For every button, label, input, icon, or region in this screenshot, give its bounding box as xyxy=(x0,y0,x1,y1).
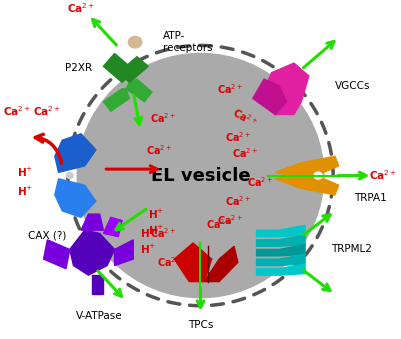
Text: H$^{+}$: H$^{+}$ xyxy=(148,224,164,237)
Polygon shape xyxy=(253,79,286,115)
Text: TRPML2: TRPML2 xyxy=(331,244,372,255)
Text: Ca$^{2+}$: Ca$^{2+}$ xyxy=(146,143,172,157)
Polygon shape xyxy=(103,89,130,111)
Polygon shape xyxy=(44,240,70,269)
Text: Ca$^{2+}$: Ca$^{2+}$ xyxy=(225,130,251,144)
Text: TPCs: TPCs xyxy=(188,320,213,330)
Text: H$^{+}$: H$^{+}$ xyxy=(17,166,33,179)
Polygon shape xyxy=(103,217,122,237)
Circle shape xyxy=(128,36,142,48)
Text: Ca$^{2+}$: Ca$^{2+}$ xyxy=(247,175,273,189)
Text: Ca$^{2+}$: Ca$^{2+}$ xyxy=(232,146,259,160)
Text: V-ATPase: V-ATPase xyxy=(76,311,123,320)
Text: P2XR: P2XR xyxy=(65,63,92,73)
Text: Ca$^{2+}$: Ca$^{2+}$ xyxy=(225,194,251,208)
Polygon shape xyxy=(103,54,130,82)
Polygon shape xyxy=(204,246,238,282)
Text: H$^{+}$: H$^{+}$ xyxy=(17,185,33,198)
Polygon shape xyxy=(55,179,96,217)
Text: Ca$^{2+}$: Ca$^{2+}$ xyxy=(231,105,260,130)
Polygon shape xyxy=(122,57,148,82)
Text: Ca$^{2+}$: Ca$^{2+}$ xyxy=(217,214,243,227)
Text: H$^{+}$: H$^{+}$ xyxy=(148,207,164,221)
Polygon shape xyxy=(260,63,309,115)
Polygon shape xyxy=(174,243,212,282)
Polygon shape xyxy=(257,235,305,246)
Polygon shape xyxy=(257,254,305,265)
Text: Ca$^{2+}$: Ca$^{2+}$ xyxy=(33,104,61,118)
Text: ATP-
receptors: ATP- receptors xyxy=(163,32,213,53)
Polygon shape xyxy=(70,230,115,275)
Text: VGCCs: VGCCs xyxy=(335,81,371,91)
Polygon shape xyxy=(92,275,103,295)
Text: TRPA1: TRPA1 xyxy=(354,193,387,203)
Ellipse shape xyxy=(77,54,324,298)
Text: Ca$^{2+}$: Ca$^{2+}$ xyxy=(206,217,232,231)
Polygon shape xyxy=(275,156,339,179)
Polygon shape xyxy=(55,134,96,172)
Polygon shape xyxy=(115,240,133,265)
Polygon shape xyxy=(126,79,152,102)
Polygon shape xyxy=(81,214,103,230)
Text: Ca$^{2+}$: Ca$^{2+}$ xyxy=(158,255,184,269)
Text: H$^{+}$: H$^{+}$ xyxy=(140,243,156,256)
Text: Ca$^{2+}$: Ca$^{2+}$ xyxy=(67,2,95,15)
Text: Ca$^{2+}$: Ca$^{2+}$ xyxy=(150,226,176,240)
Ellipse shape xyxy=(314,172,322,179)
Polygon shape xyxy=(257,264,305,275)
Polygon shape xyxy=(275,172,339,195)
Polygon shape xyxy=(257,245,305,256)
Text: EL vesicle: EL vesicle xyxy=(151,166,250,184)
Text: Ca$^{2+}$: Ca$^{2+}$ xyxy=(3,104,32,118)
Text: CAX (?): CAX (?) xyxy=(28,230,67,240)
Text: Ca$^{2+}$: Ca$^{2+}$ xyxy=(150,111,176,125)
Text: Ca$^{2+}$: Ca$^{2+}$ xyxy=(217,82,243,96)
Text: Ca$^{2+}$: Ca$^{2+}$ xyxy=(369,169,398,182)
Ellipse shape xyxy=(67,173,73,178)
Text: H$^{+}$: H$^{+}$ xyxy=(140,227,156,240)
Polygon shape xyxy=(257,225,305,237)
